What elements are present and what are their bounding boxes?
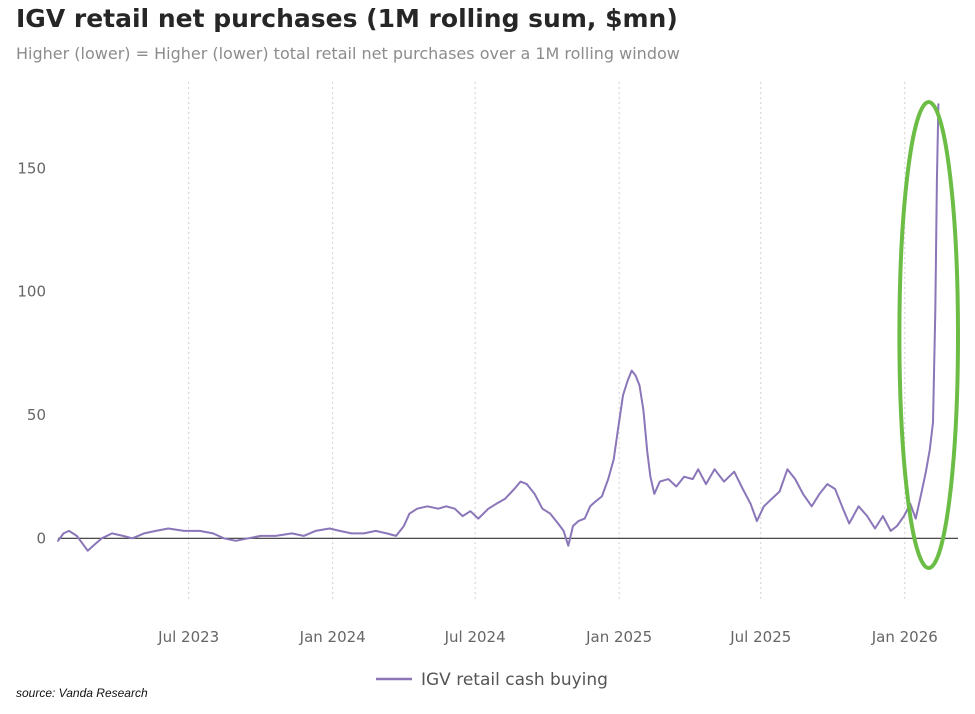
legend: IGV retail cash buying [376,670,608,690]
chart-title: IGV retail net purchases (1M rolling sum… [16,4,678,33]
y-tick-label-0: 0 [36,529,46,547]
source-note: source: Vanda Research [16,686,148,700]
x-tick-label-0: Jul 2023 [157,628,219,646]
legend-label-igv-retail-cash-buying: IGV retail cash buying [421,670,608,690]
x-tick-label-3: Jan 2025 [585,628,652,646]
y-tick-label-1: 50 [27,406,46,424]
x-tick-label-4: Jul 2025 [729,628,791,646]
y-tick-label-2: 100 [17,283,46,301]
series-line-igv-retail-cash-buying [57,103,940,552]
chart-subtitle: Higher (lower) = Higher (lower) total re… [16,44,680,63]
x-tick-label-1: Jan 2024 [299,628,366,646]
highlight-ellipse [897,100,961,570]
y-tick-label-3: 150 [17,159,46,177]
x-tick-label-2: Jul 2024 [444,628,506,646]
x-axis-tick-labels: Jul 2023 Jan 2024 Jul 2024 Jan 2025 Jul 2025… [157,628,938,646]
series-layer [57,103,940,552]
y-axis-tick-labels: 0 50 100 150 [17,159,46,547]
x-tick-label-5: Jan 2026 [871,628,938,646]
grid-lines [188,82,906,600]
